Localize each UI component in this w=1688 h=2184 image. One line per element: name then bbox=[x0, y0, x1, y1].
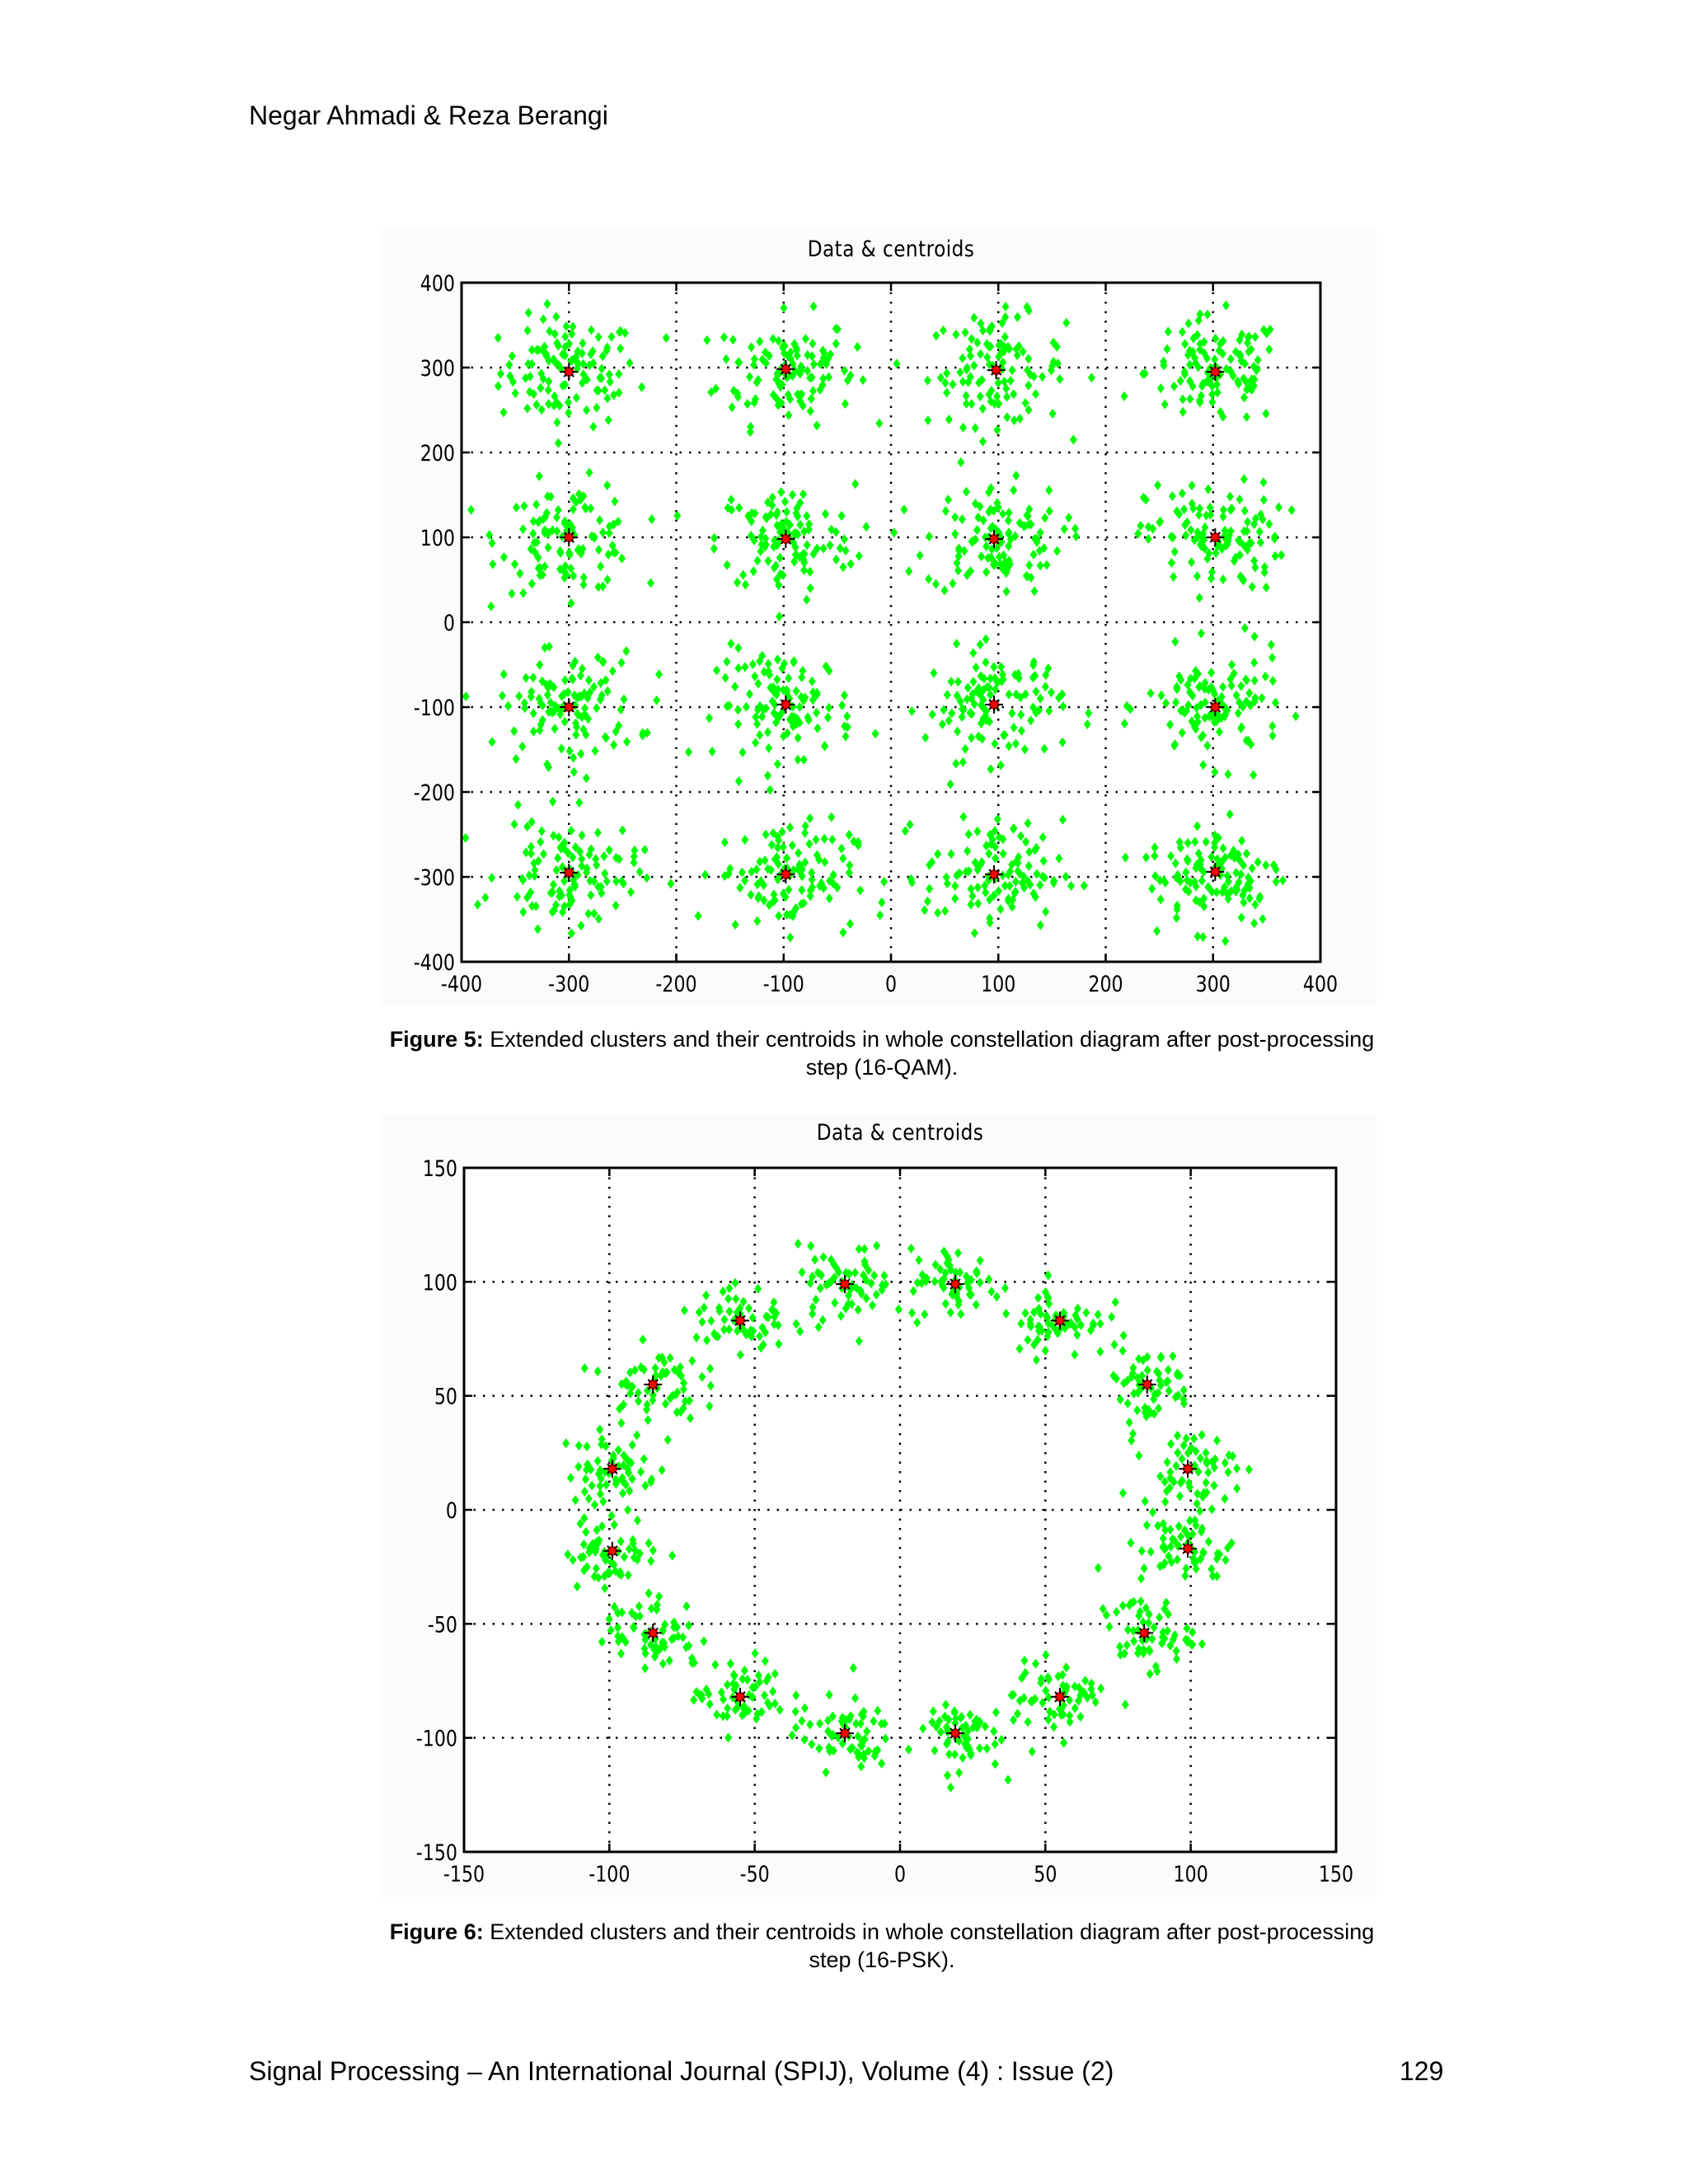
figure-6-label: Figure 6: bbox=[389, 1919, 484, 1944]
svg-text:0: 0 bbox=[443, 610, 455, 636]
svg-text:-400: -400 bbox=[441, 971, 482, 997]
svg-text:-100: -100 bbox=[416, 1726, 457, 1752]
svg-text:300: 300 bbox=[420, 355, 455, 382]
figure-6-chart-title: Data & centroids bbox=[816, 1120, 984, 1146]
tick-marks bbox=[462, 1166, 1338, 1854]
tick-labels: -400 -300 -200 -100 0 100 200 300 400 -400 -300 -20… bbox=[414, 270, 1338, 997]
figure-5-caption-line2: step (16-QAM). bbox=[805, 1055, 959, 1080]
svg-text:-50: -50 bbox=[428, 1611, 457, 1638]
grid-lines bbox=[464, 1168, 1336, 1852]
svg-text:-400: -400 bbox=[414, 949, 455, 976]
svg-text:0: 0 bbox=[446, 1497, 457, 1524]
centroid-markers bbox=[560, 360, 1225, 883]
figure-5-caption: Figure 5: Extended clusters and their ce… bbox=[313, 1025, 1451, 1081]
figure-6-caption-text: Extended clusters and their centroids in… bbox=[483, 1919, 1375, 1944]
centroid-markers bbox=[603, 1275, 1198, 1743]
svg-text:300: 300 bbox=[1196, 971, 1231, 997]
tick-marks bbox=[460, 281, 1322, 963]
svg-text:-200: -200 bbox=[414, 780, 455, 806]
svg-text:0: 0 bbox=[894, 1861, 906, 1887]
svg-text:-300: -300 bbox=[414, 865, 455, 891]
svg-text:200: 200 bbox=[1088, 971, 1123, 997]
svg-text:150: 150 bbox=[423, 1155, 457, 1182]
tick-labels: -150 -100 -50 0 50 100 150 -150 -100 -50 0 50 100 150 bbox=[416, 1155, 1353, 1887]
figure-6-caption-line2: step (16-PSK). bbox=[809, 1947, 955, 1972]
svg-text:50: 50 bbox=[434, 1384, 457, 1410]
figure-5-chart-title: Data & centroids bbox=[807, 237, 975, 262]
svg-text:-150: -150 bbox=[443, 1861, 485, 1887]
svg-text:50: 50 bbox=[1034, 1861, 1057, 1887]
svg-text:200: 200 bbox=[420, 440, 455, 466]
svg-text:100: 100 bbox=[1174, 1861, 1208, 1887]
svg-text:-100: -100 bbox=[763, 971, 804, 997]
svg-text:150: 150 bbox=[1319, 1861, 1353, 1887]
svg-text:400: 400 bbox=[1303, 971, 1338, 997]
svg-text:-300: -300 bbox=[548, 971, 589, 997]
figure-6-caption: Figure 6: Extended clusters and their ce… bbox=[313, 1918, 1451, 1974]
figure-5-caption-text: Extended clusters and their centroids in… bbox=[483, 1027, 1375, 1052]
svg-text:-50: -50 bbox=[740, 1861, 770, 1887]
svg-text:400: 400 bbox=[420, 270, 455, 297]
svg-text:-200: -200 bbox=[655, 971, 696, 997]
data-points bbox=[462, 298, 1300, 946]
svg-text:100: 100 bbox=[423, 1269, 457, 1296]
svg-text:100: 100 bbox=[981, 971, 1015, 997]
svg-text:-100: -100 bbox=[414, 695, 455, 721]
figure-5-label: Figure 5: bbox=[389, 1027, 484, 1052]
svg-text:-100: -100 bbox=[588, 1861, 630, 1887]
svg-text:100: 100 bbox=[420, 525, 455, 551]
svg-text:-150: -150 bbox=[416, 1840, 457, 1866]
running-header-authors: Negar Ahmadi & Reza Berangi bbox=[249, 101, 608, 130]
running-footer-journal: Signal Processing – An International Jou… bbox=[249, 2056, 1114, 2086]
page-number: 129 bbox=[1400, 2056, 1444, 2086]
svg-text:0: 0 bbox=[885, 971, 897, 997]
